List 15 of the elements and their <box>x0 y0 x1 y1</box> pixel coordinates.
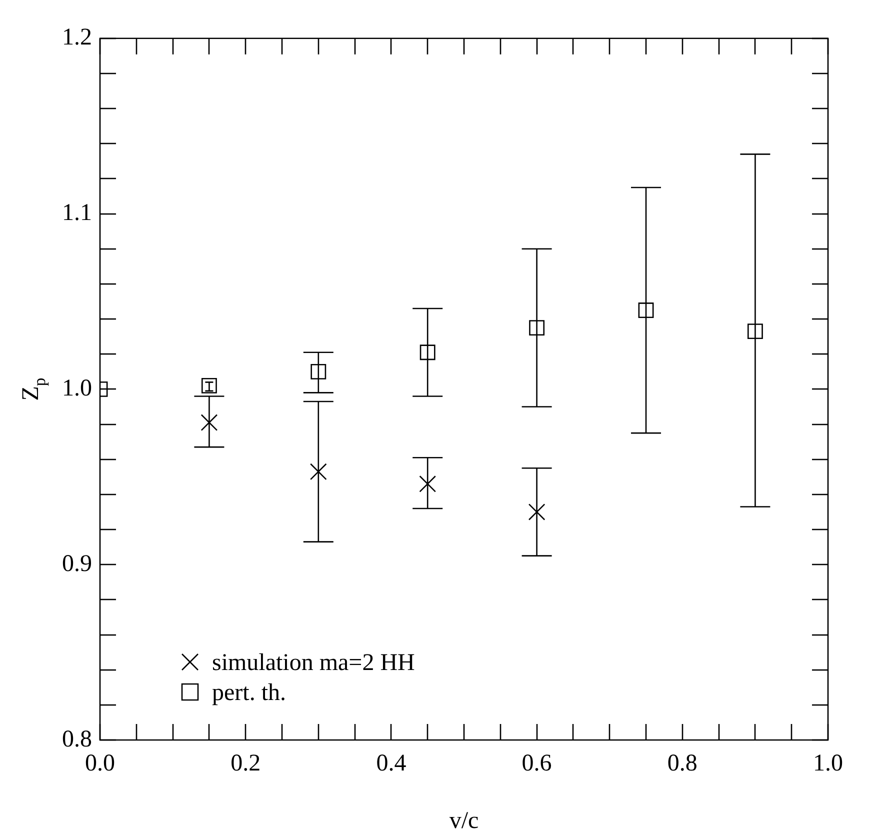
x-tick-label: 0.0 <box>85 750 115 777</box>
y-tick-label: 1.0 <box>62 375 92 402</box>
x-tick-label: 0.8 <box>667 750 698 777</box>
x-tick-label: 0.6 <box>522 750 552 777</box>
y-tick-label: 1.1 <box>62 200 92 226</box>
x-tick-label: 1.0 <box>813 750 843 777</box>
y-tick-label: 1.2 <box>62 24 92 51</box>
y-tick-label: 0.8 <box>62 726 92 752</box>
x-tick-label: 0.4 <box>376 750 406 777</box>
legend-label: pert. th. <box>212 680 286 706</box>
x-axis-title: v/c <box>449 808 479 833</box>
y-tick-label: 0.9 <box>62 550 92 577</box>
legend-label: simulation ma=2 HH <box>212 650 415 676</box>
x-tick-label: 0.2 <box>230 750 261 777</box>
y-axis-title: Zp <box>18 378 50 401</box>
